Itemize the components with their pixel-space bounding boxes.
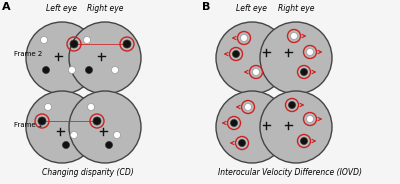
Circle shape [216, 91, 288, 163]
Text: Left eye: Left eye [236, 4, 268, 13]
Circle shape [112, 66, 118, 73]
Circle shape [84, 36, 90, 43]
Text: Frame 2: Frame 2 [14, 51, 42, 57]
Circle shape [232, 50, 240, 57]
Circle shape [70, 132, 78, 139]
Circle shape [300, 68, 308, 75]
Circle shape [123, 40, 131, 48]
Text: B: B [202, 2, 210, 12]
Circle shape [93, 117, 101, 125]
Circle shape [88, 103, 94, 111]
Circle shape [114, 132, 120, 139]
Circle shape [288, 102, 296, 109]
Circle shape [86, 66, 92, 73]
Text: Frame 1: Frame 1 [14, 122, 42, 128]
Circle shape [38, 117, 46, 125]
Circle shape [26, 91, 98, 163]
Circle shape [306, 116, 314, 123]
Circle shape [230, 119, 238, 127]
Circle shape [240, 35, 248, 42]
Circle shape [40, 36, 48, 43]
Circle shape [216, 22, 288, 94]
Text: Left eye: Left eye [46, 4, 78, 13]
Circle shape [252, 68, 260, 75]
Text: Right eye: Right eye [87, 4, 123, 13]
Circle shape [62, 141, 70, 148]
Circle shape [68, 66, 76, 73]
Text: Right eye: Right eye [278, 4, 314, 13]
Circle shape [69, 22, 141, 94]
Circle shape [290, 33, 298, 40]
Circle shape [306, 49, 314, 56]
Circle shape [69, 91, 141, 163]
Circle shape [44, 103, 52, 111]
Circle shape [260, 91, 332, 163]
Text: A: A [2, 2, 11, 12]
Text: Changing disparity (CD): Changing disparity (CD) [42, 168, 134, 177]
Circle shape [244, 103, 252, 111]
Circle shape [42, 66, 50, 73]
Circle shape [106, 141, 112, 148]
Circle shape [26, 22, 98, 94]
Circle shape [238, 139, 246, 146]
Circle shape [260, 22, 332, 94]
Text: Interocular Velocity Difference (IOVD): Interocular Velocity Difference (IOVD) [218, 168, 362, 177]
Circle shape [300, 137, 308, 144]
Circle shape [70, 40, 78, 48]
